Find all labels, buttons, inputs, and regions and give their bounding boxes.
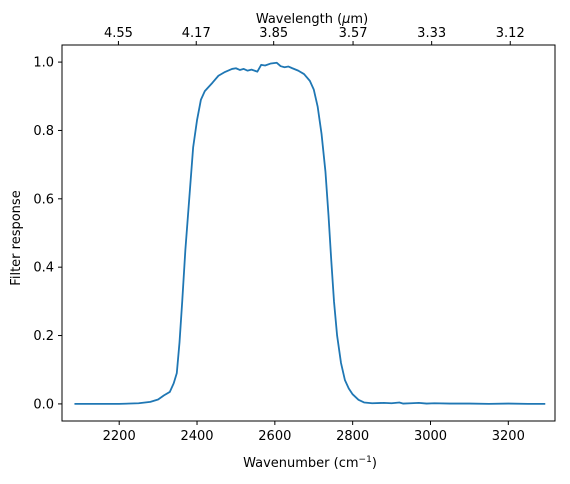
x-tick-label: 3000 — [414, 429, 447, 444]
x-tick-label: 2600 — [258, 429, 291, 444]
top-axis-title: Wavelength (μm) — [256, 12, 368, 27]
x-axis-ticks: 2200 2400 2600 2800 3000 3200 — [103, 421, 525, 444]
series-layer — [74, 61, 546, 405]
y-axis-ticks: 0.0 0.2 0.4 0.6 0.8 1.0 — [33, 56, 62, 412]
y-tick-label: 0.4 — [33, 261, 54, 276]
x-axis-title: Wavenumber (cm−1) — [243, 455, 377, 471]
x-tick-label: 3200 — [492, 429, 525, 444]
y-tick-label: 0.0 — [33, 397, 54, 412]
y-tick-label: 0.8 — [33, 124, 54, 139]
y-tick-label: 1.0 — [33, 56, 54, 71]
top-tick-label: 3.33 — [417, 26, 446, 41]
top-tick-label: 3.57 — [339, 26, 368, 41]
top-tick-label: 4.55 — [104, 26, 133, 41]
x-tick-label: 2800 — [336, 429, 369, 444]
top-tick-label: 3.12 — [496, 26, 525, 41]
y-tick-label: 0.6 — [33, 192, 54, 207]
plot-frame — [61, 44, 556, 422]
y-axis-title: Filter response — [9, 190, 24, 285]
top-tick-label: 3.85 — [259, 26, 288, 41]
top-tick-label: 4.17 — [182, 26, 211, 41]
x-tick-label: 2200 — [103, 429, 136, 444]
y-tick-label: 0.2 — [33, 329, 54, 344]
top-axis-ticks: 4.55 4.17 3.85 3.57 3.33 3.12 — [104, 26, 525, 45]
filter-response-line — [74, 61, 546, 405]
x-tick-label: 2400 — [180, 429, 213, 444]
